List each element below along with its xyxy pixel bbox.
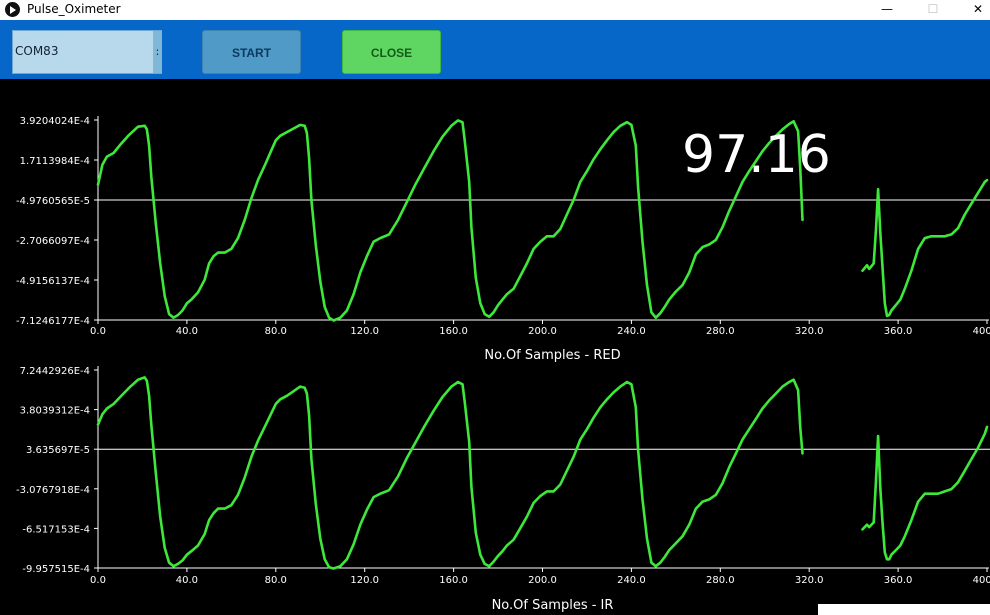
ir-waveform-chart: 7.2442926E-4 3.8039312E-4 3.635697E-5 -3.07… [16, 366, 990, 613]
y-tick-label: 7.2442926E-4 [20, 366, 90, 377]
window-close-button[interactable]: ✕ [972, 2, 984, 16]
x-tick-label: 80.0 [265, 575, 287, 586]
waveform-trace [96, 376, 804, 570]
x-tick-label: 160.0 [439, 326, 468, 337]
x-tick-label: 240.0 [617, 326, 646, 337]
y-tick-label: -9.957515E-4 [22, 564, 90, 575]
x-tick-label: 120.0 [350, 575, 379, 586]
x-tick-label: 200.0 [528, 575, 557, 586]
waveform-trace [861, 178, 989, 318]
port-dropdown-arrow[interactable]: : [153, 31, 162, 73]
y-tick-label: 3.9204024E-4 [20, 116, 90, 127]
close-button[interactable]: CLOSE [342, 30, 441, 74]
y-tick-label: -2.7066097E-4 [16, 236, 90, 247]
y-tick-label: 3.8039312E-4 [20, 406, 90, 417]
minimize-button[interactable]: — [881, 2, 893, 16]
x-tick-label: 40.0 [176, 575, 198, 586]
y-tick-label: -4.9760565E-5 [16, 196, 90, 207]
spo2-readout: 97.16 [682, 125, 831, 185]
x-tick-label: 360.0 [884, 575, 913, 586]
y-tick-label: -6.517153E-4 [22, 524, 90, 535]
x-tick-label: 360.0 [884, 326, 913, 337]
y-tick-label: 1.7113984E-4 [20, 156, 90, 167]
x-tick-label: 280.0 [706, 575, 735, 586]
y-tick-label: -7.1246177E-4 [16, 316, 90, 327]
x-tick-label: 80.0 [265, 326, 287, 337]
window-edge-strip [818, 604, 990, 615]
start-button[interactable]: START [202, 30, 301, 74]
x-tick-label: 160.0 [439, 575, 468, 586]
x-tick-label: 240.0 [617, 575, 646, 586]
waveform-trace [96, 119, 804, 322]
y-tick-label: -4.9156137E-4 [16, 276, 90, 287]
x-tick-label: 280.0 [706, 326, 735, 337]
x-tick-label: 320.0 [795, 575, 824, 586]
x-tick-label: 200.0 [528, 326, 557, 337]
window-titlebar: Pulse_Oximeter — ☐ ✕ [0, 0, 990, 20]
toolbar: COM83 : START CLOSE [0, 20, 990, 79]
port-dropdown[interactable]: COM83 : [12, 30, 162, 74]
port-dropdown-value: COM83 [15, 44, 59, 58]
x-tick-label: 0.0 [90, 575, 106, 586]
x-axis-label: No.Of Samples - RED [484, 348, 620, 363]
y-tick-label: 3.635697E-5 [26, 445, 90, 456]
waveform-trace [861, 425, 989, 561]
x-tick-label: 320.0 [795, 326, 824, 337]
x-tick-label: 400.0 [973, 326, 990, 337]
app-play-icon [5, 2, 20, 17]
x-tick-label: 400.0 [973, 575, 990, 586]
maximize-button[interactable]: ☐ [927, 2, 939, 16]
window-title: Pulse_Oximeter [27, 2, 121, 16]
y-tick-label: -3.0767918E-4 [16, 485, 90, 496]
x-axis-label: No.Of Samples - IR [492, 598, 614, 613]
x-tick-label: 40.0 [176, 326, 198, 337]
x-tick-label: 0.0 [90, 326, 106, 337]
red-waveform-chart: 3.9204024E-4 1.7113984E-4 -4.9760565E-5 -2.… [16, 116, 990, 363]
x-tick-label: 120.0 [350, 326, 379, 337]
